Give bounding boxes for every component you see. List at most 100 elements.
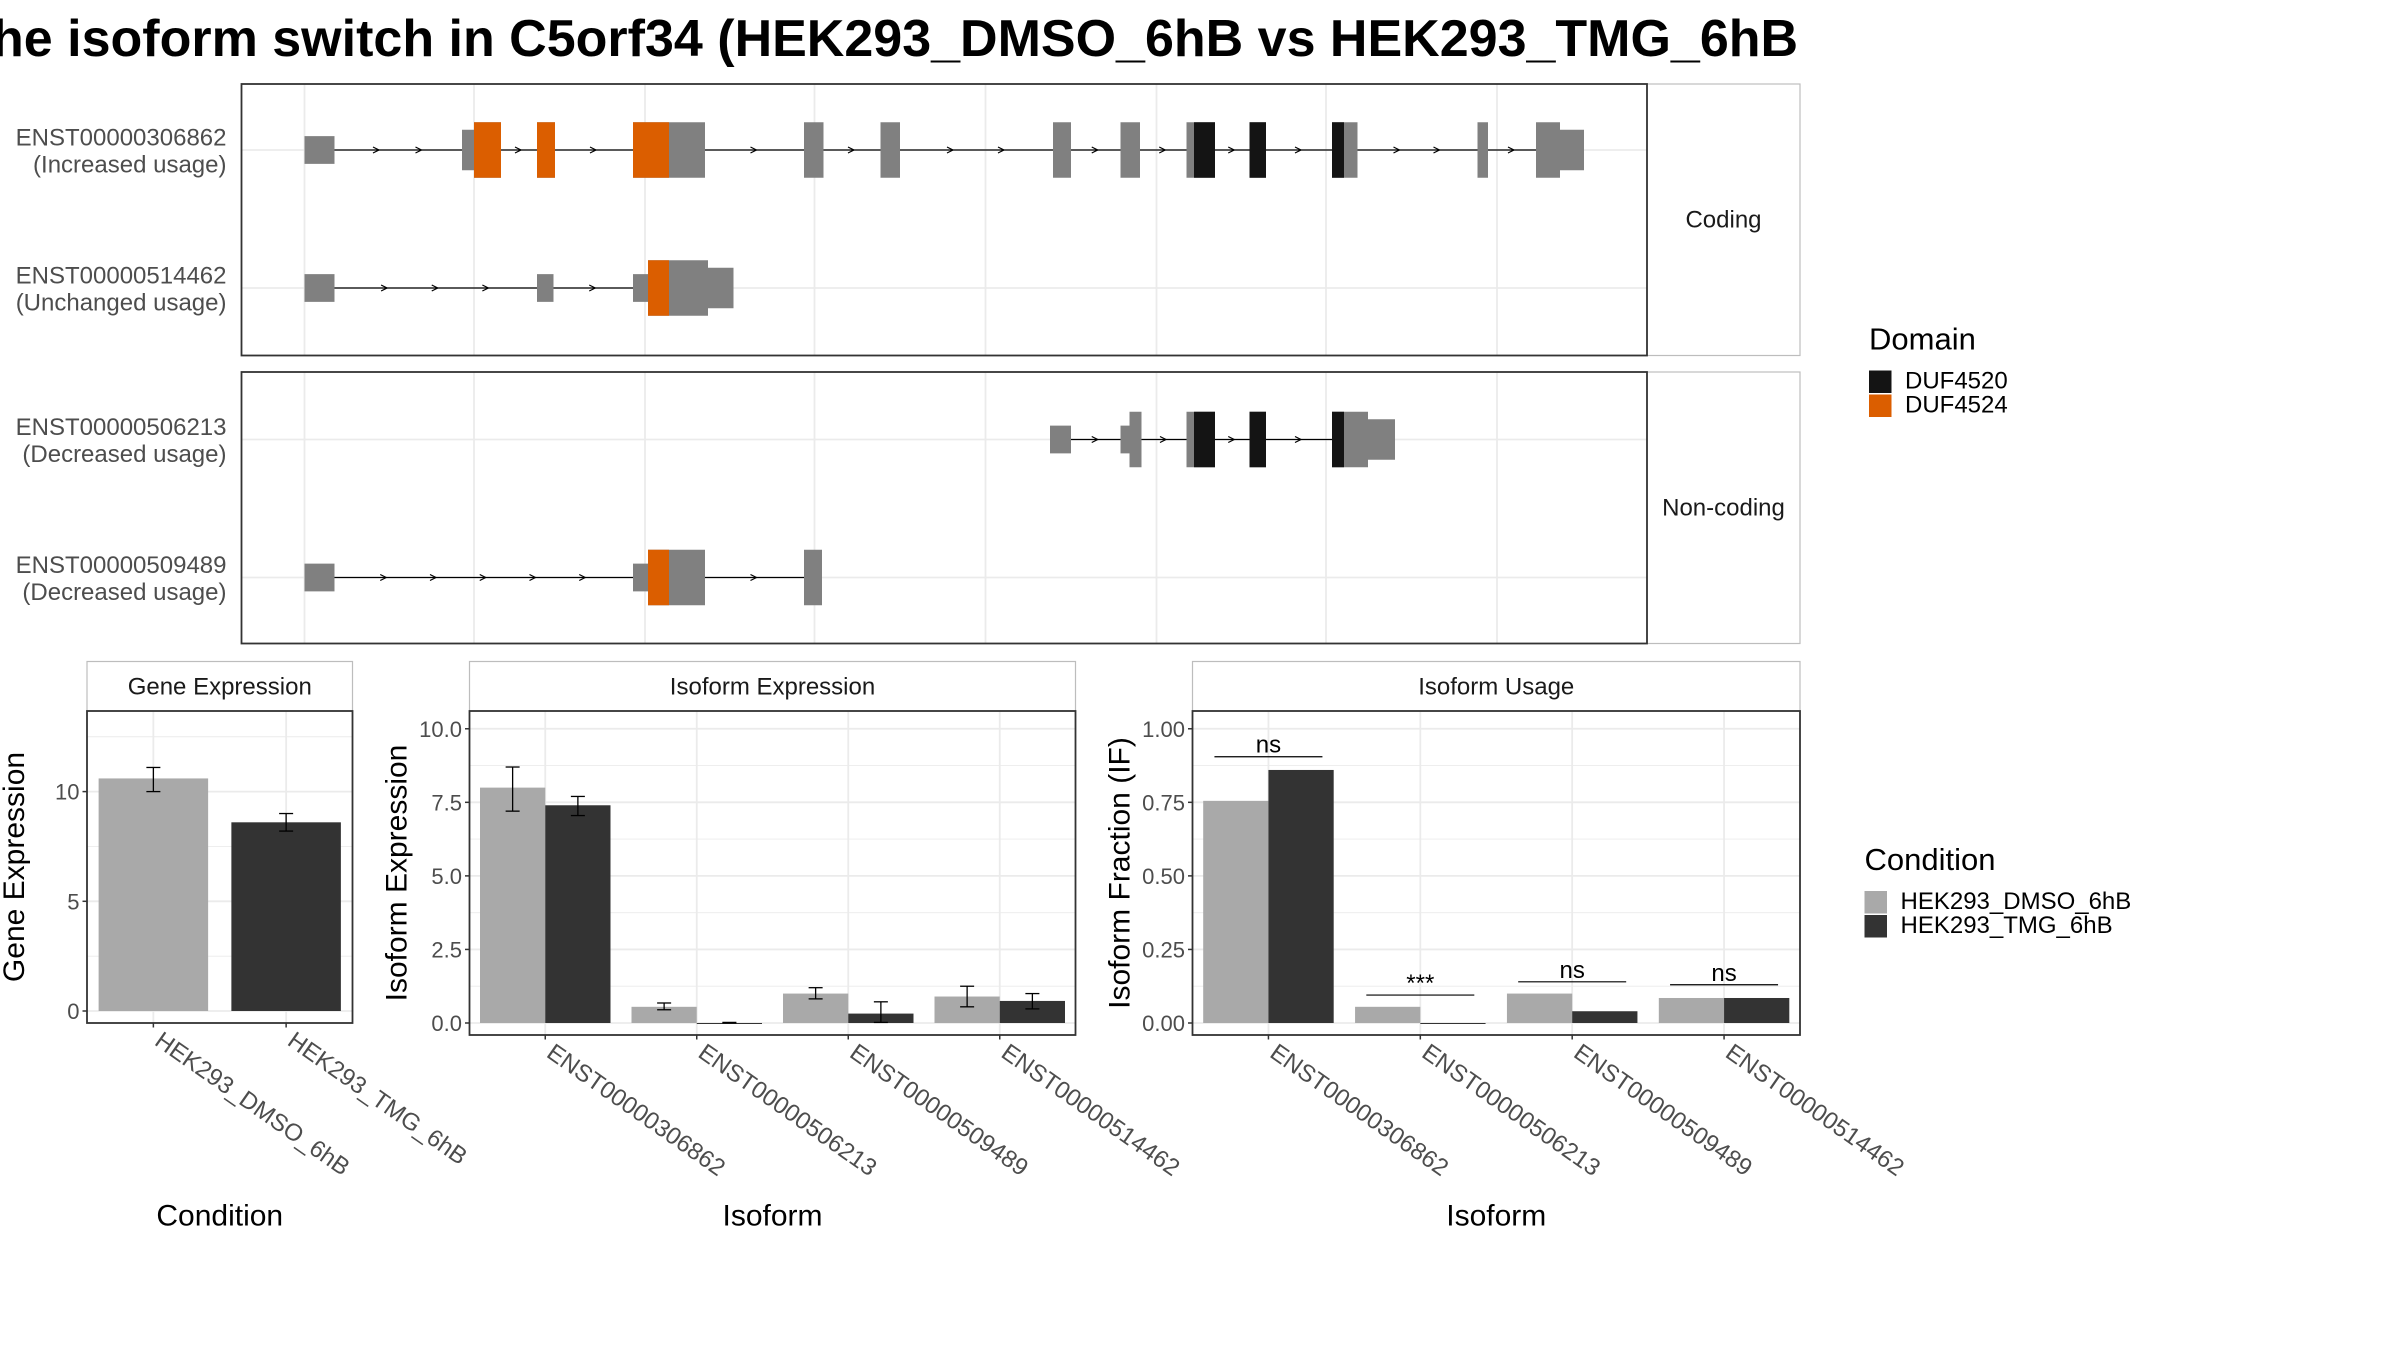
intron-arrow [1227,435,1236,444]
legend-label: DUF4520 [1905,368,2008,395]
intron-arrow [1091,146,1100,154]
intron-arrow [588,284,597,292]
domain-duf4524 [633,122,669,178]
bar [1203,800,1269,1023]
error-bar [960,985,975,1008]
error-bar [657,1002,672,1011]
intron-arrow [1227,146,1236,154]
exon [633,274,648,302]
bar-charts: Gene Expression0510HEK293_DMSO_6hBHEK293… [0,660,1909,1233]
legend-swatch [1869,370,1892,393]
exon [669,122,705,178]
bar [231,822,341,1011]
exon [1368,419,1395,460]
domain-duf4520 [1249,122,1266,178]
domain-duf4524 [474,122,501,178]
y-tick-label: 5 [67,889,79,914]
domain-duf4524 [648,260,669,316]
bar [1572,1011,1638,1023]
facet-strip [1646,83,1801,357]
exon [880,122,900,178]
facet-strip-label: Non-coding [1662,494,1785,521]
y-tick-label: 0.75 [1142,790,1185,815]
y-tick-label: 7.5 [431,790,462,815]
y-tick-label: 0.0 [431,1011,462,1036]
intron-arrow [1294,146,1303,154]
intron-arrow [578,573,587,582]
exon [1120,122,1140,178]
y-tick-label: 0 [67,999,79,1024]
exon [1129,411,1142,468]
significance-label: ns [1256,732,1281,759]
facet-non-coding: Non-coding ENST00000506213(Decreased usag… [16,371,1801,645]
legend-domain-title: Domain [1869,322,1976,357]
exon [804,549,822,606]
intron-arrow [589,146,598,154]
intron-arrow [1091,435,1100,444]
chart-title: Gene Expression [128,674,312,701]
y-axis-title: Isoform Fraction (IF) [1104,737,1137,1009]
domain-duf4520 [1194,411,1215,468]
legend-swatch [1864,915,1887,938]
y-tick-label: 5.0 [431,864,462,889]
legend-swatch [1864,891,1887,914]
significance-label: *** [1406,970,1434,997]
intron-arrow [482,284,490,292]
transcript-usage-label: (Unchanged usage) [16,290,227,317]
exon [1120,425,1130,454]
exon [304,563,335,592]
x-axis-title: Condition [156,1200,283,1233]
transcript-usage-label: (Decreased usage) [22,441,226,468]
error-bar [808,987,823,1000]
y-tick-label: 0.25 [1142,937,1185,962]
bar [1268,769,1334,1023]
exon [304,136,335,164]
intron-arrow [1158,146,1167,154]
legend-label: DUF4524 [1905,392,2008,419]
significance-label: ns [1560,957,1585,984]
transcript-id-label: ENST00000506213 [16,414,227,441]
facet-panel-border [240,83,1648,357]
bar [98,778,209,1011]
bar [1724,997,1790,1023]
error-bar [1025,992,1040,1010]
intron-arrow [529,573,537,582]
exon [462,129,474,171]
y-tick-label: 1.00 [1142,717,1185,742]
transcript-id-label: ENST00000514462 [16,263,227,290]
domain-duf4520 [1194,122,1215,178]
plot-panel-border [1191,710,1801,1036]
plot-panel-border [468,710,1077,1036]
transcript-ENST00000514462: ENST00000514462(Unchanged usage) [16,260,734,317]
error-bar [146,766,161,793]
intron-arrow [1393,146,1401,154]
bar [545,805,611,1023]
exon [1344,122,1358,178]
intron-arrow [379,573,388,582]
intron-arrow [1433,146,1441,154]
exon [1186,122,1194,178]
bar [480,787,546,1023]
y-tick-label: 10 [55,780,79,805]
domain-duf4524 [537,122,555,178]
y-tick-label: 2.5 [431,937,462,962]
figure-title: he isoform switch in C5orf34 (HEK293_DMS… [0,10,1798,68]
transcript-ENST00000506213: ENST00000506213(Decreased usage) [16,411,1395,468]
transcript-usage-label: (Increased usage) [33,152,226,179]
error-bar [505,766,520,812]
intron-arrow [479,573,488,582]
intron-arrow [514,146,523,154]
bar [1420,1023,1486,1024]
error-bar [873,1001,888,1024]
domain-duf4520 [1332,122,1344,178]
intron-arrow [431,284,440,292]
chart-strip [1191,660,1801,712]
facet-panel-border [240,371,1648,645]
x-axis-title: Isoform [1446,1200,1546,1233]
domain-duf4520 [1332,411,1344,468]
